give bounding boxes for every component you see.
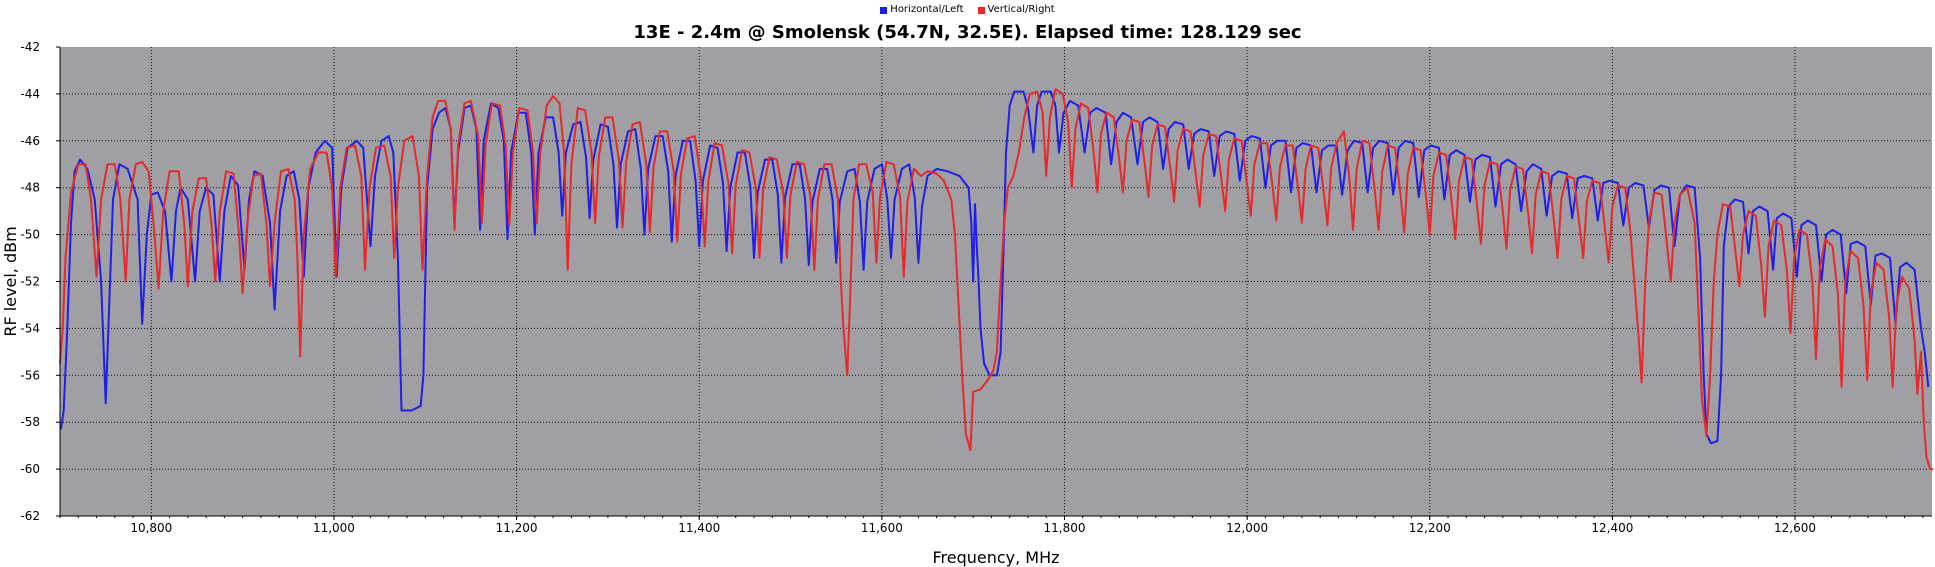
- x-axis-label: Frequency, MHz: [932, 548, 1059, 567]
- legend-label-vertical: Vertical/Right: [987, 4, 1055, 15]
- legend: Horizontal/Left Vertical/Right: [0, 3, 1935, 17]
- y-axis-label: RF level, dBm: [1, 226, 20, 336]
- y-tick-label: -44: [20, 87, 40, 101]
- legend-item-horizontal: Horizontal/Left: [880, 3, 964, 17]
- x-tick-label: 12,600: [1774, 521, 1816, 535]
- x-tick-label: 12,200: [1409, 521, 1451, 535]
- grid: [60, 47, 1932, 516]
- legend-swatch-horizontal: [880, 6, 888, 14]
- y-tick-label: -52: [20, 275, 40, 289]
- x-tick-label: 11,600: [861, 521, 903, 535]
- series-line-0: [59, 90, 1930, 445]
- x-tick-label: 11,400: [678, 521, 720, 535]
- y-tick-label: -60: [20, 462, 40, 476]
- y-tick-label: -46: [20, 134, 40, 148]
- x-tick-label: 12,400: [1591, 521, 1633, 535]
- y-tick-label: -48: [20, 181, 40, 195]
- y-tick-label: -58: [20, 415, 40, 429]
- chart-title: 13E - 2.4m @ Smolensk (54.7N, 32.5E). El…: [633, 22, 1302, 43]
- y-tick-label: -56: [20, 368, 40, 382]
- x-tick-label: 12,000: [1226, 521, 1268, 535]
- y-tick-label: -50: [20, 228, 40, 242]
- x-tick-label: 11,000: [313, 521, 355, 535]
- y-tick-label: -54: [20, 321, 40, 335]
- legend-swatch-vertical: [977, 6, 985, 14]
- x-tick-label: 10,800: [130, 521, 172, 535]
- axes: 10,800 11,000 11,200 11,400 11,600 11,800 12,0…: [20, 40, 1932, 535]
- legend-item-vertical: Vertical/Right: [977, 3, 1055, 17]
- series-line-1: [59, 88, 1933, 471]
- x-tick-label: 11,800: [1043, 521, 1085, 535]
- x-tick-label: 11,200: [496, 521, 538, 535]
- series-layer: [59, 88, 1933, 471]
- legend-label-horizontal: Horizontal/Left: [890, 4, 964, 15]
- y-tick-label: -42: [20, 40, 40, 54]
- y-tick-label: -62: [20, 509, 40, 523]
